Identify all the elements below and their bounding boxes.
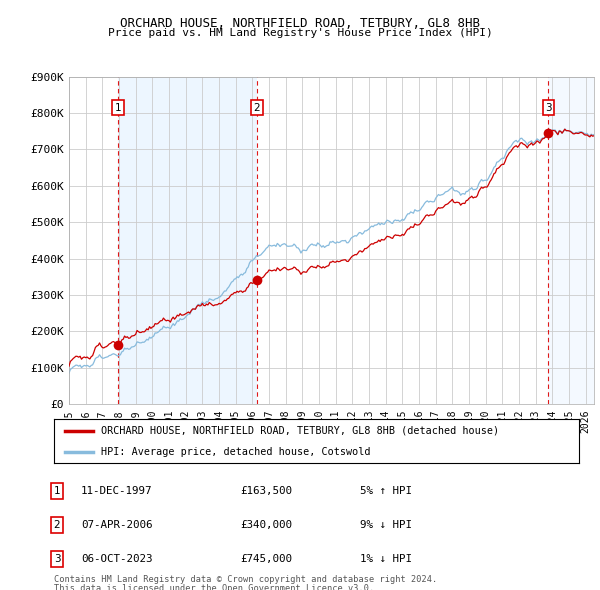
Text: This data is licensed under the Open Government Licence v3.0.: This data is licensed under the Open Gov…: [54, 584, 374, 590]
Text: £340,000: £340,000: [240, 520, 292, 530]
Text: 5% ↑ HPI: 5% ↑ HPI: [360, 486, 412, 496]
Text: £163,500: £163,500: [240, 486, 292, 496]
Text: £745,000: £745,000: [240, 555, 292, 564]
Text: ORCHARD HOUSE, NORTHFIELD ROAD, TETBURY, GL8 8HB: ORCHARD HOUSE, NORTHFIELD ROAD, TETBURY,…: [120, 17, 480, 30]
Text: 9% ↓ HPI: 9% ↓ HPI: [360, 520, 412, 530]
Bar: [548, 77, 594, 404]
Text: 1: 1: [53, 486, 61, 496]
Text: 06-OCT-2023: 06-OCT-2023: [81, 555, 152, 564]
Text: 3: 3: [53, 555, 61, 564]
Text: 07-APR-2006: 07-APR-2006: [81, 520, 152, 530]
Text: 2: 2: [254, 103, 260, 113]
Text: 1: 1: [115, 103, 121, 113]
Text: Price paid vs. HM Land Registry's House Price Index (HPI): Price paid vs. HM Land Registry's House …: [107, 28, 493, 38]
Text: 2: 2: [53, 520, 61, 530]
Text: ORCHARD HOUSE, NORTHFIELD ROAD, TETBURY, GL8 8HB (detached house): ORCHARD HOUSE, NORTHFIELD ROAD, TETBURY,…: [101, 426, 499, 436]
Bar: [118, 77, 257, 404]
Text: 1% ↓ HPI: 1% ↓ HPI: [360, 555, 412, 564]
Text: 11-DEC-1997: 11-DEC-1997: [81, 486, 152, 496]
Text: HPI: Average price, detached house, Cotswold: HPI: Average price, detached house, Cots…: [101, 447, 371, 457]
Text: Contains HM Land Registry data © Crown copyright and database right 2024.: Contains HM Land Registry data © Crown c…: [54, 575, 437, 584]
Text: 3: 3: [545, 103, 552, 113]
